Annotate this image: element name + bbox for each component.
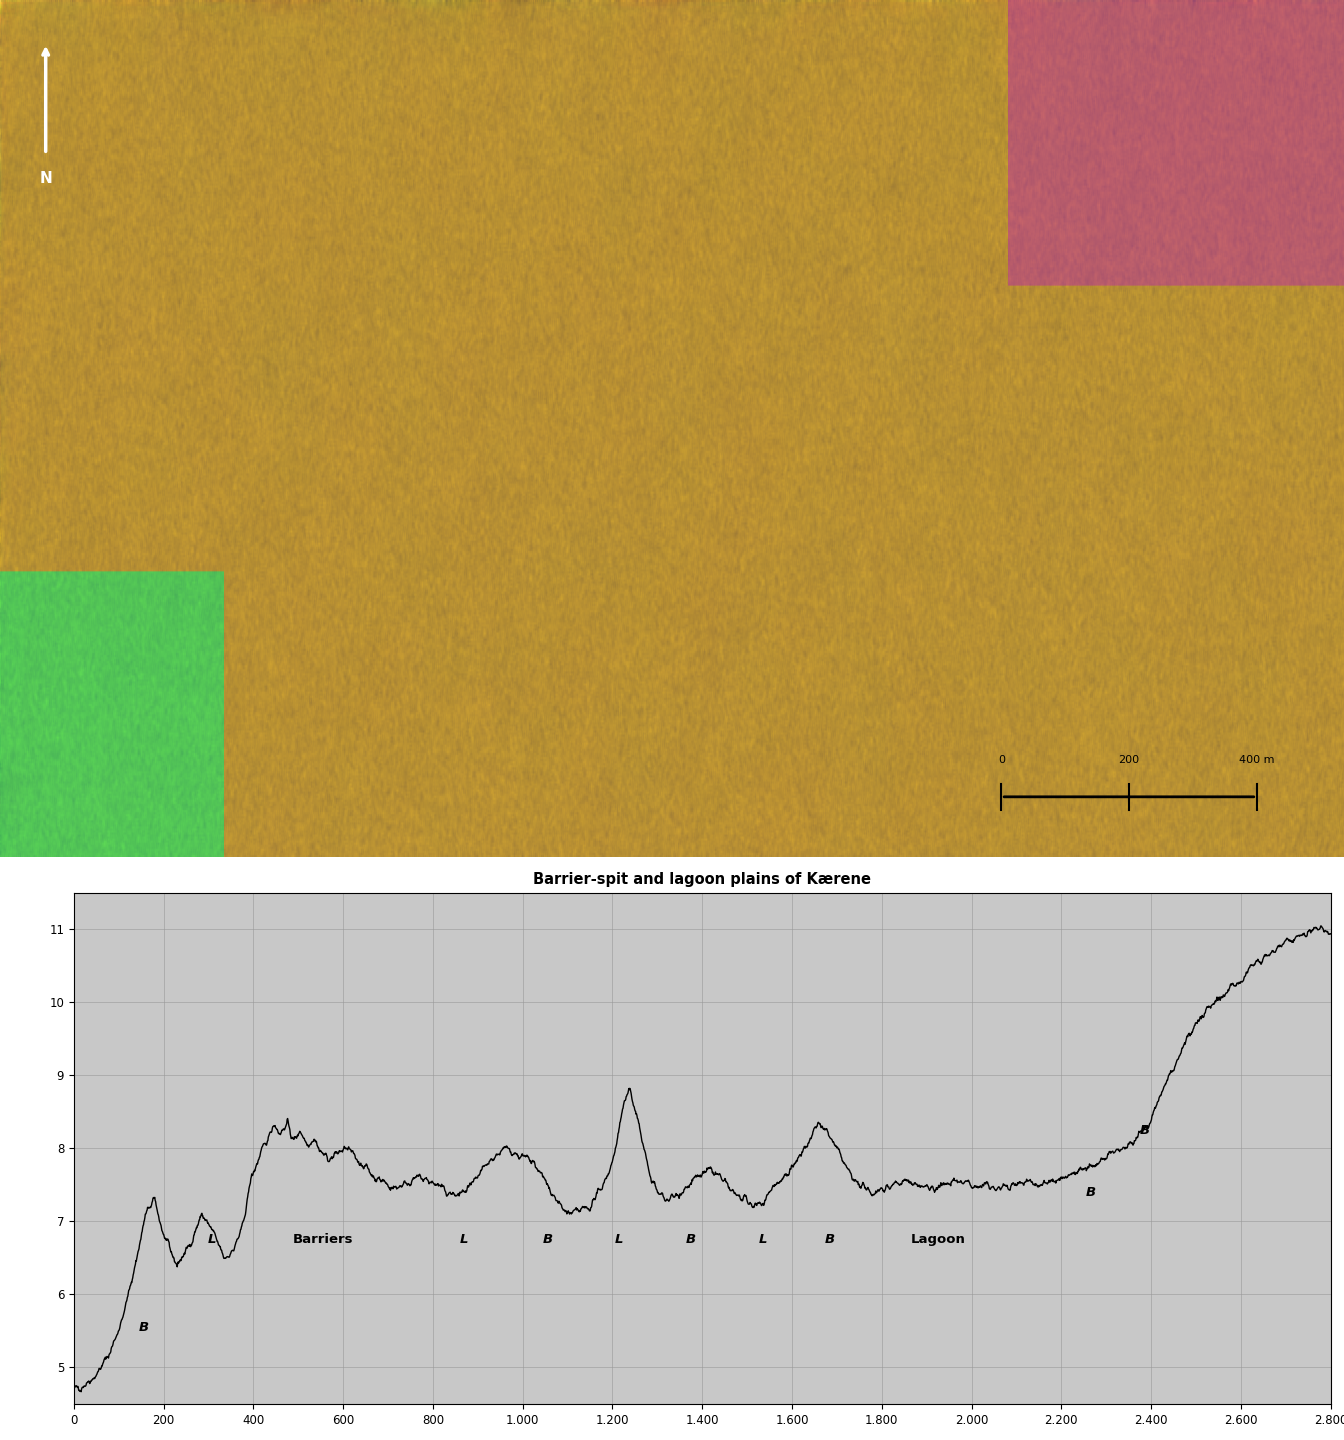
Text: L: L bbox=[208, 1233, 216, 1246]
Text: L: L bbox=[616, 1233, 624, 1246]
Text: B: B bbox=[543, 1233, 552, 1246]
Text: 0: 0 bbox=[997, 755, 1005, 765]
Text: B: B bbox=[685, 1233, 696, 1246]
Text: B: B bbox=[1140, 1123, 1149, 1136]
Text: Barriers: Barriers bbox=[293, 1233, 353, 1246]
Text: N: N bbox=[39, 171, 52, 186]
Text: B: B bbox=[1086, 1185, 1095, 1198]
Text: Lagoon: Lagoon bbox=[910, 1233, 965, 1246]
Text: B: B bbox=[138, 1320, 149, 1333]
Text: 200: 200 bbox=[1118, 755, 1140, 765]
Text: L: L bbox=[460, 1233, 469, 1246]
Title: Barrier-spit and lagoon plains of Kærene: Barrier-spit and lagoon plains of Kærene bbox=[534, 873, 871, 887]
Text: B: B bbox=[825, 1233, 835, 1246]
Text: L: L bbox=[758, 1233, 767, 1246]
Text: 400 m: 400 m bbox=[1239, 755, 1274, 765]
